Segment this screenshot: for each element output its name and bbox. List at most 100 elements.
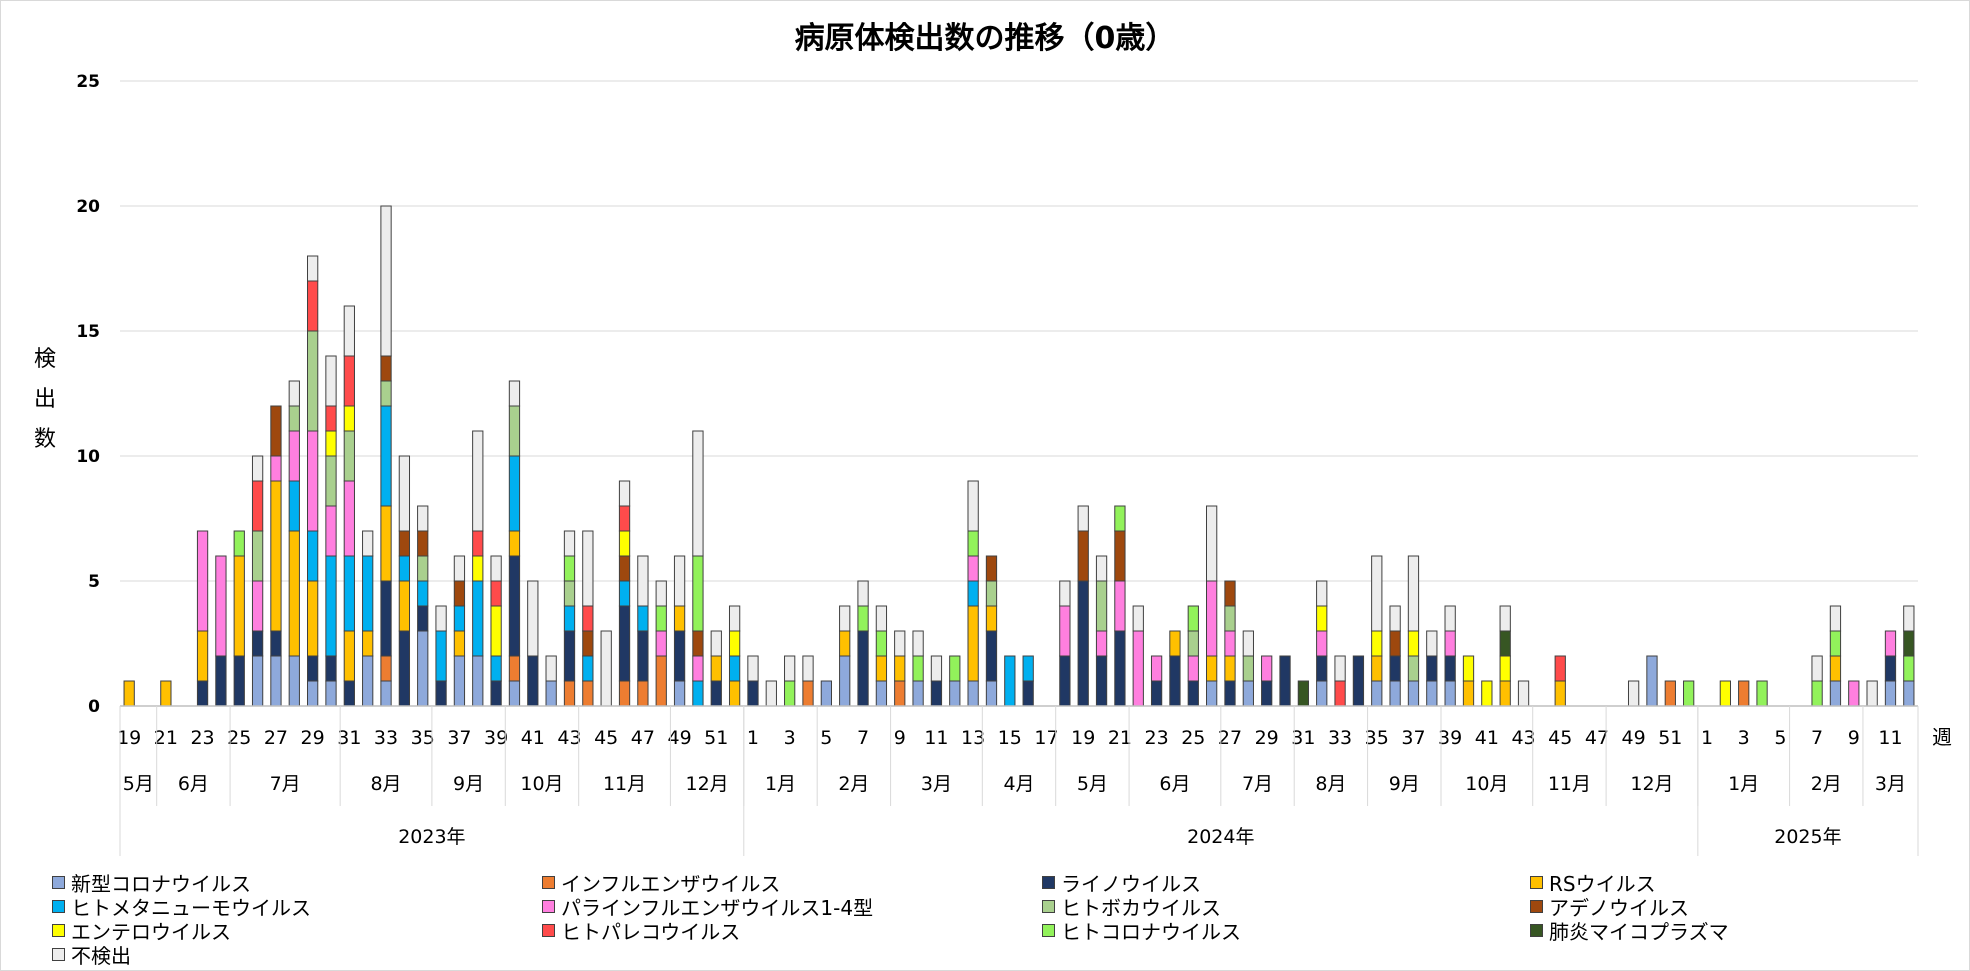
bar-segment	[820, 680, 832, 707]
legend-swatch	[1530, 924, 1543, 937]
bar-segment	[747, 680, 759, 707]
x-tick-label: 29	[1255, 727, 1279, 749]
x-tick-label: 13	[961, 727, 985, 749]
bar-segment	[1095, 630, 1108, 657]
bar-segment	[1334, 680, 1346, 707]
bar-segment	[728, 655, 741, 682]
legend-label: ヒトコロナウイルス	[1061, 920, 1241, 944]
bar-segment	[362, 655, 374, 707]
bar-segment	[1224, 655, 1236, 682]
bar-segment	[362, 630, 374, 657]
bar-segment	[894, 680, 906, 707]
bar-segment	[380, 205, 392, 357]
legend-label: ヒトボカウイルス	[1061, 896, 1221, 920]
bar-segment	[563, 555, 576, 582]
bar-segment	[618, 530, 631, 557]
bar-segment	[160, 680, 172, 707]
bar-segment	[637, 555, 649, 607]
legend-item: ヒトコロナウイルス	[1042, 916, 1241, 945]
bar-segment	[251, 480, 264, 532]
bar-segment	[600, 630, 612, 707]
bar-segment	[343, 630, 355, 682]
bar-segment	[1022, 680, 1034, 707]
bar-segment	[673, 555, 686, 607]
bar-segment	[563, 530, 576, 557]
y-axis-ticks: 0 5 10 15 20 25	[76, 72, 100, 717]
y-axis-label-char: 数	[34, 427, 56, 452]
bar-segment	[251, 630, 264, 657]
x-tick-label: 3	[784, 727, 796, 749]
bar-segment	[215, 555, 227, 657]
month-label: 6月	[178, 773, 209, 795]
y-tick-label: 20	[76, 197, 100, 217]
x-tick-label: 29	[301, 727, 325, 749]
bar-segment	[325, 455, 337, 507]
bar-segment	[618, 555, 631, 582]
bar-segment	[985, 555, 998, 582]
month-label: 1月	[765, 773, 796, 795]
x-tick-label: 35	[411, 727, 435, 749]
bar-segment	[1095, 655, 1108, 707]
bar-segment	[582, 605, 594, 632]
month-label: 10月	[1465, 773, 1508, 795]
bar-segment	[362, 555, 374, 632]
month-label: 9月	[453, 773, 484, 795]
bar-segment	[307, 680, 319, 707]
bar-segment	[325, 555, 337, 657]
x-tick-label: 49	[667, 727, 691, 749]
legend-label: ヒトメタニューモウイルス	[71, 896, 311, 920]
bars	[123, 205, 1915, 707]
bar-segment	[1426, 655, 1438, 682]
y-tick-label: 0	[88, 697, 100, 717]
bar-segment	[343, 355, 355, 407]
x-tick-label: 27	[264, 727, 288, 749]
bar-segment	[508, 455, 521, 532]
legend-label: ライノウイルス	[1061, 872, 1201, 896]
bar-segment	[1426, 630, 1438, 657]
bar-segment	[1371, 680, 1383, 707]
bar-segment	[472, 580, 484, 657]
bar-segment	[985, 630, 998, 682]
year-label: 2024年	[1187, 826, 1254, 848]
bar-segment	[325, 655, 337, 682]
bar-segment	[380, 355, 392, 382]
bar-segment	[270, 480, 282, 632]
month-label: 3月	[1875, 773, 1906, 795]
bar-segment	[1389, 680, 1401, 707]
bar-segment	[196, 530, 209, 632]
bar-segment	[380, 680, 392, 707]
bar-segment	[839, 630, 851, 657]
bar-segment	[472, 530, 484, 557]
legend-item: アデノウイルス	[1530, 892, 1689, 921]
bar-segment	[1499, 655, 1511, 682]
bar-segment	[1738, 680, 1750, 707]
bar-segment	[1444, 680, 1456, 707]
bar-segment	[563, 580, 576, 607]
bar-segment	[1444, 605, 1456, 632]
bar-segment	[1004, 655, 1016, 707]
x-tick-label: 25	[1181, 727, 1205, 749]
x-tick-label: 21	[1108, 727, 1132, 749]
bar-segment	[1903, 680, 1915, 707]
bar-segment	[490, 655, 502, 682]
y-axis-label-char: 出	[34, 387, 56, 412]
legend-label: 新型コロナウイルス	[71, 872, 251, 896]
bar-segment	[1683, 680, 1695, 707]
x-tick-label: 47	[631, 727, 655, 749]
bar-segment	[673, 680, 686, 707]
x-tick-label: 51	[1658, 727, 1682, 749]
month-label: 8月	[370, 773, 401, 795]
bar-segment	[967, 680, 979, 707]
bar-segment	[490, 555, 502, 582]
bar-segment	[325, 405, 337, 432]
bar-segment	[1114, 580, 1126, 632]
x-tick-label: 43	[1511, 727, 1535, 749]
bar-segment	[343, 305, 355, 357]
month-label: 11月	[603, 773, 646, 795]
bar-segment	[1316, 580, 1328, 607]
bar-segment	[912, 680, 924, 707]
bar-segment	[251, 455, 264, 482]
legend-swatch	[1042, 900, 1055, 913]
bar-segment	[563, 605, 576, 632]
bar-segment	[527, 580, 539, 657]
